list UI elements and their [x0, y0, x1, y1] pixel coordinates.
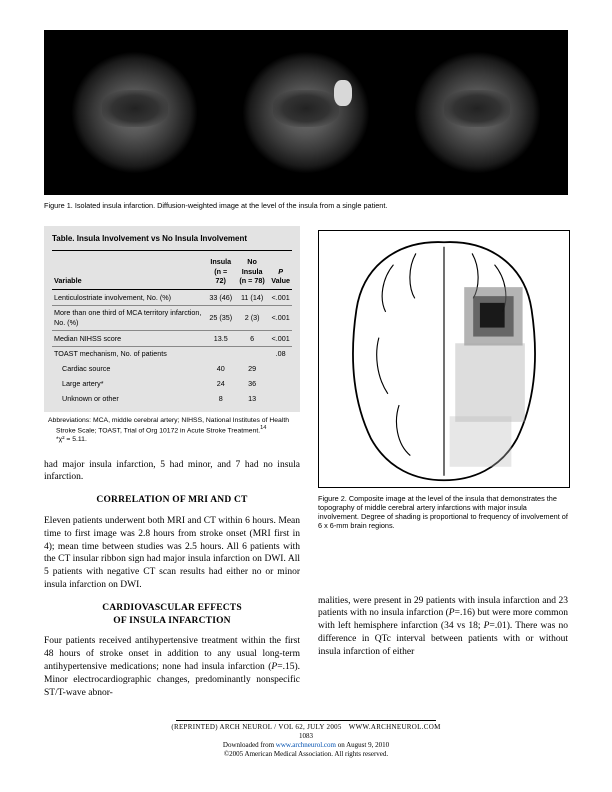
- table-cell: Lenticulostriate involvement, No. (%): [52, 290, 206, 306]
- figure-2-image: [318, 230, 570, 488]
- table-cell: Unknown or other: [52, 391, 206, 406]
- table-cell: TOAST mechanism, No. of patients: [52, 346, 206, 361]
- figure-2-caption: Figure 2. Composite image at the level o…: [318, 494, 568, 530]
- table-cell: <.001: [269, 305, 292, 330]
- brain-outline-svg: [319, 231, 569, 487]
- table-header-noinsula: No Insula(n = 78): [235, 254, 269, 290]
- table-cell: 25 (35): [206, 305, 235, 330]
- table-cell: 11 (14): [235, 290, 269, 306]
- table-cell: 13: [235, 391, 269, 406]
- table-cell: [235, 346, 269, 361]
- table-cell: <.001: [269, 290, 292, 306]
- table-cell: 40: [206, 362, 235, 377]
- table-cell: [269, 362, 292, 377]
- table-cell: 8: [206, 391, 235, 406]
- brain-scan-slice: [52, 38, 217, 187]
- body-paragraph: Eleven patients underwent both MRI and C…: [44, 515, 300, 592]
- table-cell: 29: [235, 362, 269, 377]
- table-cell: Large artery*: [52, 376, 206, 391]
- page-footer: (REPRINTED) ARCH NEUROL / VOL 62, JULY 2…: [44, 720, 568, 759]
- table-header-pvalue: PValue: [269, 254, 292, 290]
- table-cell: 33 (46): [206, 290, 235, 306]
- figure-1-image: [44, 30, 568, 195]
- table-header-variable: Variable: [52, 254, 206, 290]
- figure-1-caption: Figure 1. Isolated insula infarction. Di…: [44, 201, 568, 210]
- body-paragraph: Four patients received antihypertensive …: [44, 635, 300, 699]
- table-cell: 2 (3): [235, 305, 269, 330]
- table-cell: <.001: [269, 331, 292, 347]
- table-cell: [269, 376, 292, 391]
- footer-link[interactable]: www.archneurol.com: [276, 741, 336, 749]
- table-cell: Median NIHSS score: [52, 331, 206, 347]
- table-header-insula: Insula(n = 72): [206, 254, 235, 290]
- brain-scan-slice: [223, 38, 388, 187]
- table-cell: [269, 391, 292, 406]
- section-heading: CARDIOVASCULAR EFFECTSOF INSULA INFARCTI…: [44, 602, 300, 628]
- table-cell: [206, 346, 235, 361]
- body-paragraph: had major insula infarction, 5 had minor…: [44, 459, 300, 485]
- table-title: Table. Insula Involvement vs No Insula I…: [52, 234, 292, 251]
- data-table: Table. Insula Involvement vs No Insula I…: [44, 226, 300, 412]
- body-paragraph: malities, were present in 29 patients wi…: [318, 595, 568, 659]
- table-cell: 6: [235, 331, 269, 347]
- section-heading: CORRELATION OF MRI AND CT: [44, 494, 300, 507]
- table-cell: 24: [206, 376, 235, 391]
- table-cell: .08: [269, 346, 292, 361]
- brain-scan-slice: [395, 38, 560, 187]
- table-cell: Cardiac source: [52, 362, 206, 377]
- table-abbreviations: Abbreviations: MCA, middle cerebral arte…: [44, 417, 300, 445]
- table-cell: More than one third of MCA territory inf…: [52, 305, 206, 330]
- table-cell: 13.5: [206, 331, 235, 347]
- table-cell: 36: [235, 376, 269, 391]
